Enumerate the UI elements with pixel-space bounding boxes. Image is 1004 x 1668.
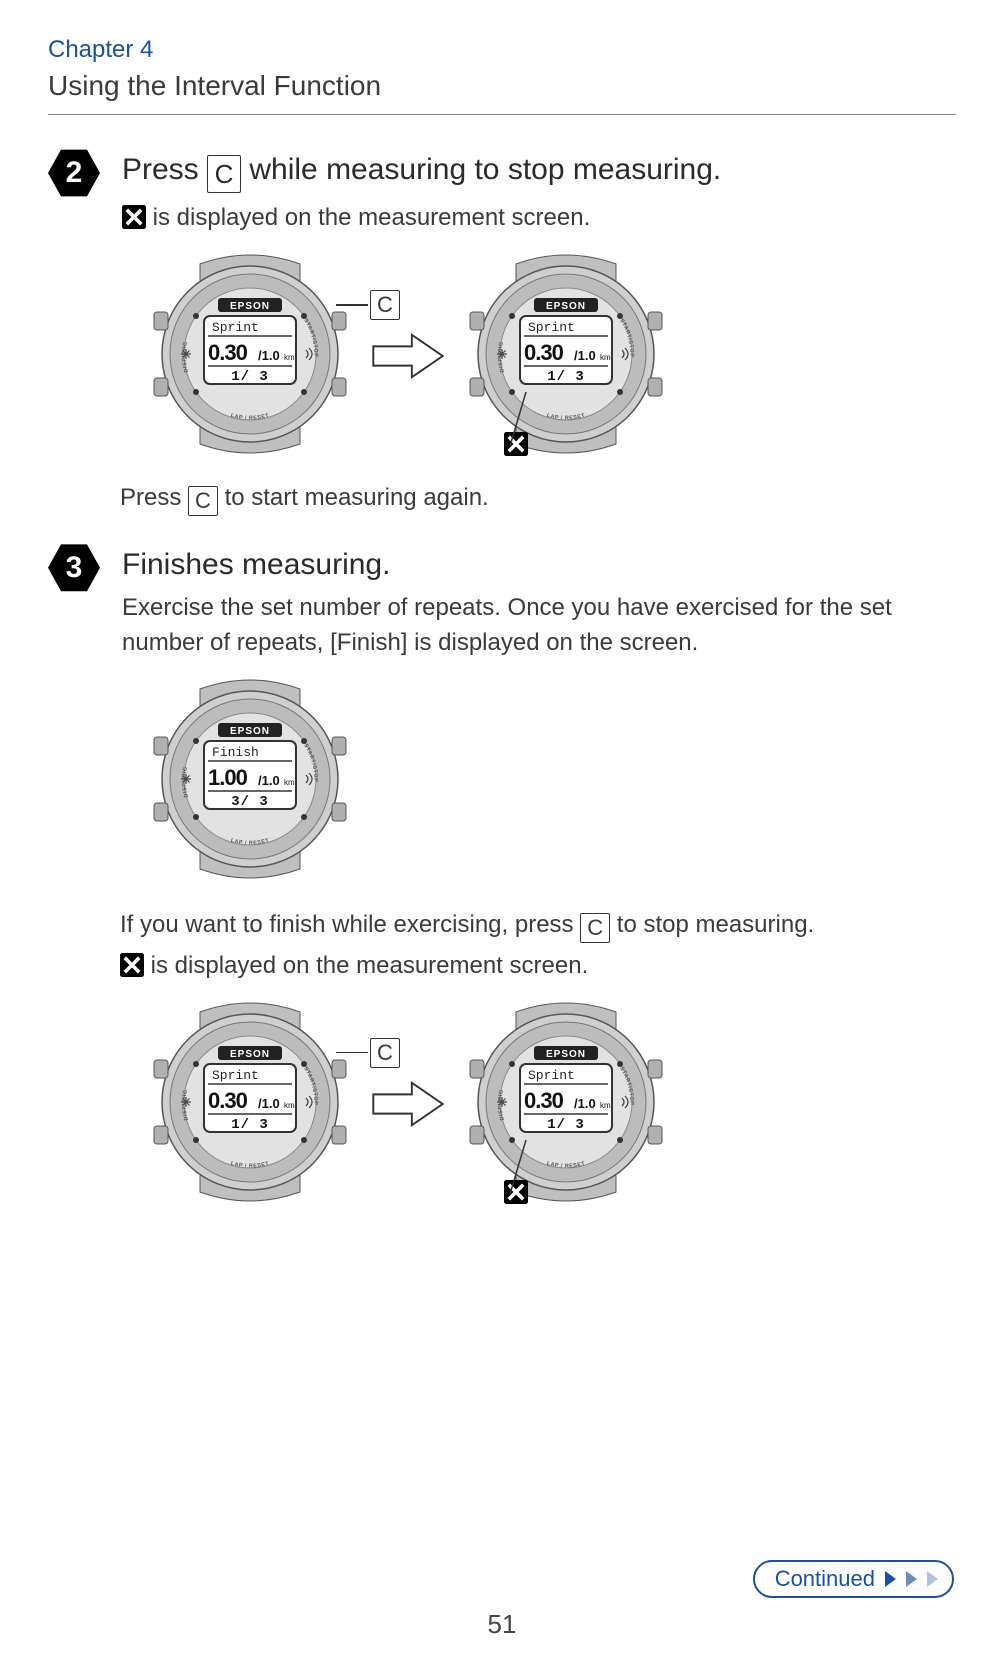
callout-key-c: C — [370, 290, 400, 320]
section-title: Using the Interval Function — [48, 70, 956, 102]
continued-badge: Continued — [753, 1560, 954, 1598]
svg-text:EPSON: EPSON — [546, 1049, 586, 1060]
svg-text:/1.0: /1.0 — [574, 1096, 596, 1111]
callout-x-2 — [504, 1140, 528, 1202]
chevron-right-icon — [927, 1571, 938, 1587]
key-c: C — [580, 913, 610, 943]
figure-step2: EPSON Sprint 0.30 /1.0 km 1/ 3 START/STO… — [140, 254, 956, 459]
step-3: 3 Finishes measuring. Exercise the set n… — [48, 542, 956, 661]
step-2-heading: Press C while measuring to stop measurin… — [122, 151, 956, 193]
step-2-badge: 2 — [48, 147, 100, 199]
svg-text:1.00: 1.00 — [208, 765, 248, 790]
step-2-heading-pre: Press — [122, 153, 207, 186]
svg-text:EPSON: EPSON — [230, 1049, 270, 1060]
svg-text:km: km — [600, 353, 611, 362]
step-2-heading-post: while measuring to stop measuring. — [241, 153, 721, 186]
svg-text:/1.0: /1.0 — [574, 348, 596, 363]
svg-text:/1.0: /1.0 — [258, 773, 280, 788]
callout-key-c: C — [370, 1038, 400, 1068]
step-3-stop: If you want to finish while exercising, … — [120, 908, 956, 943]
svg-text:Sprint: Sprint — [528, 1068, 575, 1083]
step-3-number: 3 — [66, 551, 83, 585]
svg-text:Finish: Finish — [212, 745, 259, 760]
watch-finish: EPSON Finish 1.00 /1.0 km 3/ 3 START/STO… — [140, 679, 956, 884]
svg-text:km: km — [284, 1101, 295, 1110]
svg-text:0.30: 0.30 — [208, 340, 248, 365]
svg-text:km: km — [600, 1101, 611, 1110]
svg-text:/1.0: /1.0 — [258, 348, 280, 363]
continued-label: Continued — [775, 1566, 875, 1592]
chapter-label: Chapter 4 — [48, 36, 956, 64]
page-number: 51 — [0, 1609, 1004, 1640]
svg-text:1/ 3: 1/ 3 — [547, 369, 585, 385]
svg-text:0.30: 0.30 — [524, 1088, 564, 1113]
x-icon — [122, 205, 146, 229]
step-2-resume: Press C to start measuring again. — [120, 481, 956, 516]
svg-text:/1.0: /1.0 — [258, 1096, 280, 1111]
step-3-xline: is displayed on the measurement screen. — [120, 949, 956, 984]
stop-pre: If you want to finish while exercising, … — [120, 911, 580, 938]
svg-text:1/ 3: 1/ 3 — [231, 1117, 269, 1133]
arrow-icon — [368, 1077, 448, 1131]
callout-c-2: C — [336, 1038, 400, 1068]
stop-post: to stop measuring. — [610, 911, 814, 938]
svg-text:EPSON: EPSON — [230, 726, 270, 737]
svg-text:EPSON: EPSON — [546, 301, 586, 312]
svg-text:1/ 3: 1/ 3 — [547, 1117, 585, 1133]
step-2-desc: is displayed on the measurement screen. — [122, 201, 956, 236]
resume-post: to start measuring again. — [218, 484, 489, 511]
svg-text:EPSON: EPSON — [230, 301, 270, 312]
key-c: C — [207, 155, 241, 193]
watch-sprint-before: EPSON Sprint 0.30 /1.0 km 1/ 3 START/STO… — [140, 254, 360, 459]
header-rule — [48, 114, 956, 115]
key-c: C — [188, 486, 218, 516]
watch-sprint-after: EPSON Sprint 0.30 /1.0 km 1/ 3 START/STO… — [456, 254, 676, 459]
step-3-badge: 3 — [48, 542, 100, 594]
svg-text:km: km — [284, 778, 295, 787]
chevron-right-icon — [906, 1571, 917, 1587]
step-3-heading: Finishes measuring. — [122, 546, 956, 584]
figure-step3: EPSON Sprint 0.30 /1.0 km 1/ 3 START/STO… — [140, 1002, 956, 1207]
step-2: 2 Press C while measuring to stop measur… — [48, 147, 956, 236]
svg-text:1/ 3: 1/ 3 — [231, 369, 269, 385]
svg-text:km: km — [284, 353, 295, 362]
step-3-x-text: is displayed on the measurement screen. — [144, 952, 588, 979]
svg-text:Sprint: Sprint — [212, 320, 259, 335]
svg-text:0.30: 0.30 — [208, 1088, 248, 1113]
watch-sprint-after-2: EPSON Sprint 0.30 /1.0 km 1/ 3 START/STO… — [456, 1002, 676, 1207]
step-2-desc-text: is displayed on the measurement screen. — [146, 204, 590, 231]
callout-x-1 — [504, 392, 528, 454]
svg-text:3/ 3: 3/ 3 — [231, 794, 269, 810]
x-icon — [120, 953, 144, 977]
svg-text:Sprint: Sprint — [528, 320, 575, 335]
svg-text:Sprint: Sprint — [212, 1068, 259, 1083]
step-3-desc: Exercise the set number of repeats. Once… — [122, 591, 956, 661]
arrow-icon — [368, 329, 448, 383]
step-2-number: 2 — [66, 156, 83, 190]
watch-sprint-before-2: EPSON Sprint 0.30 /1.0 km 1/ 3 START/STO… — [140, 1002, 360, 1207]
callout-c-1: C — [336, 290, 400, 320]
resume-pre: Press — [120, 484, 188, 511]
figure-finish: EPSON Finish 1.00 /1.0 km 3/ 3 START/STO… — [140, 679, 956, 884]
chevron-right-icon — [885, 1571, 896, 1587]
svg-text:0.30: 0.30 — [524, 340, 564, 365]
